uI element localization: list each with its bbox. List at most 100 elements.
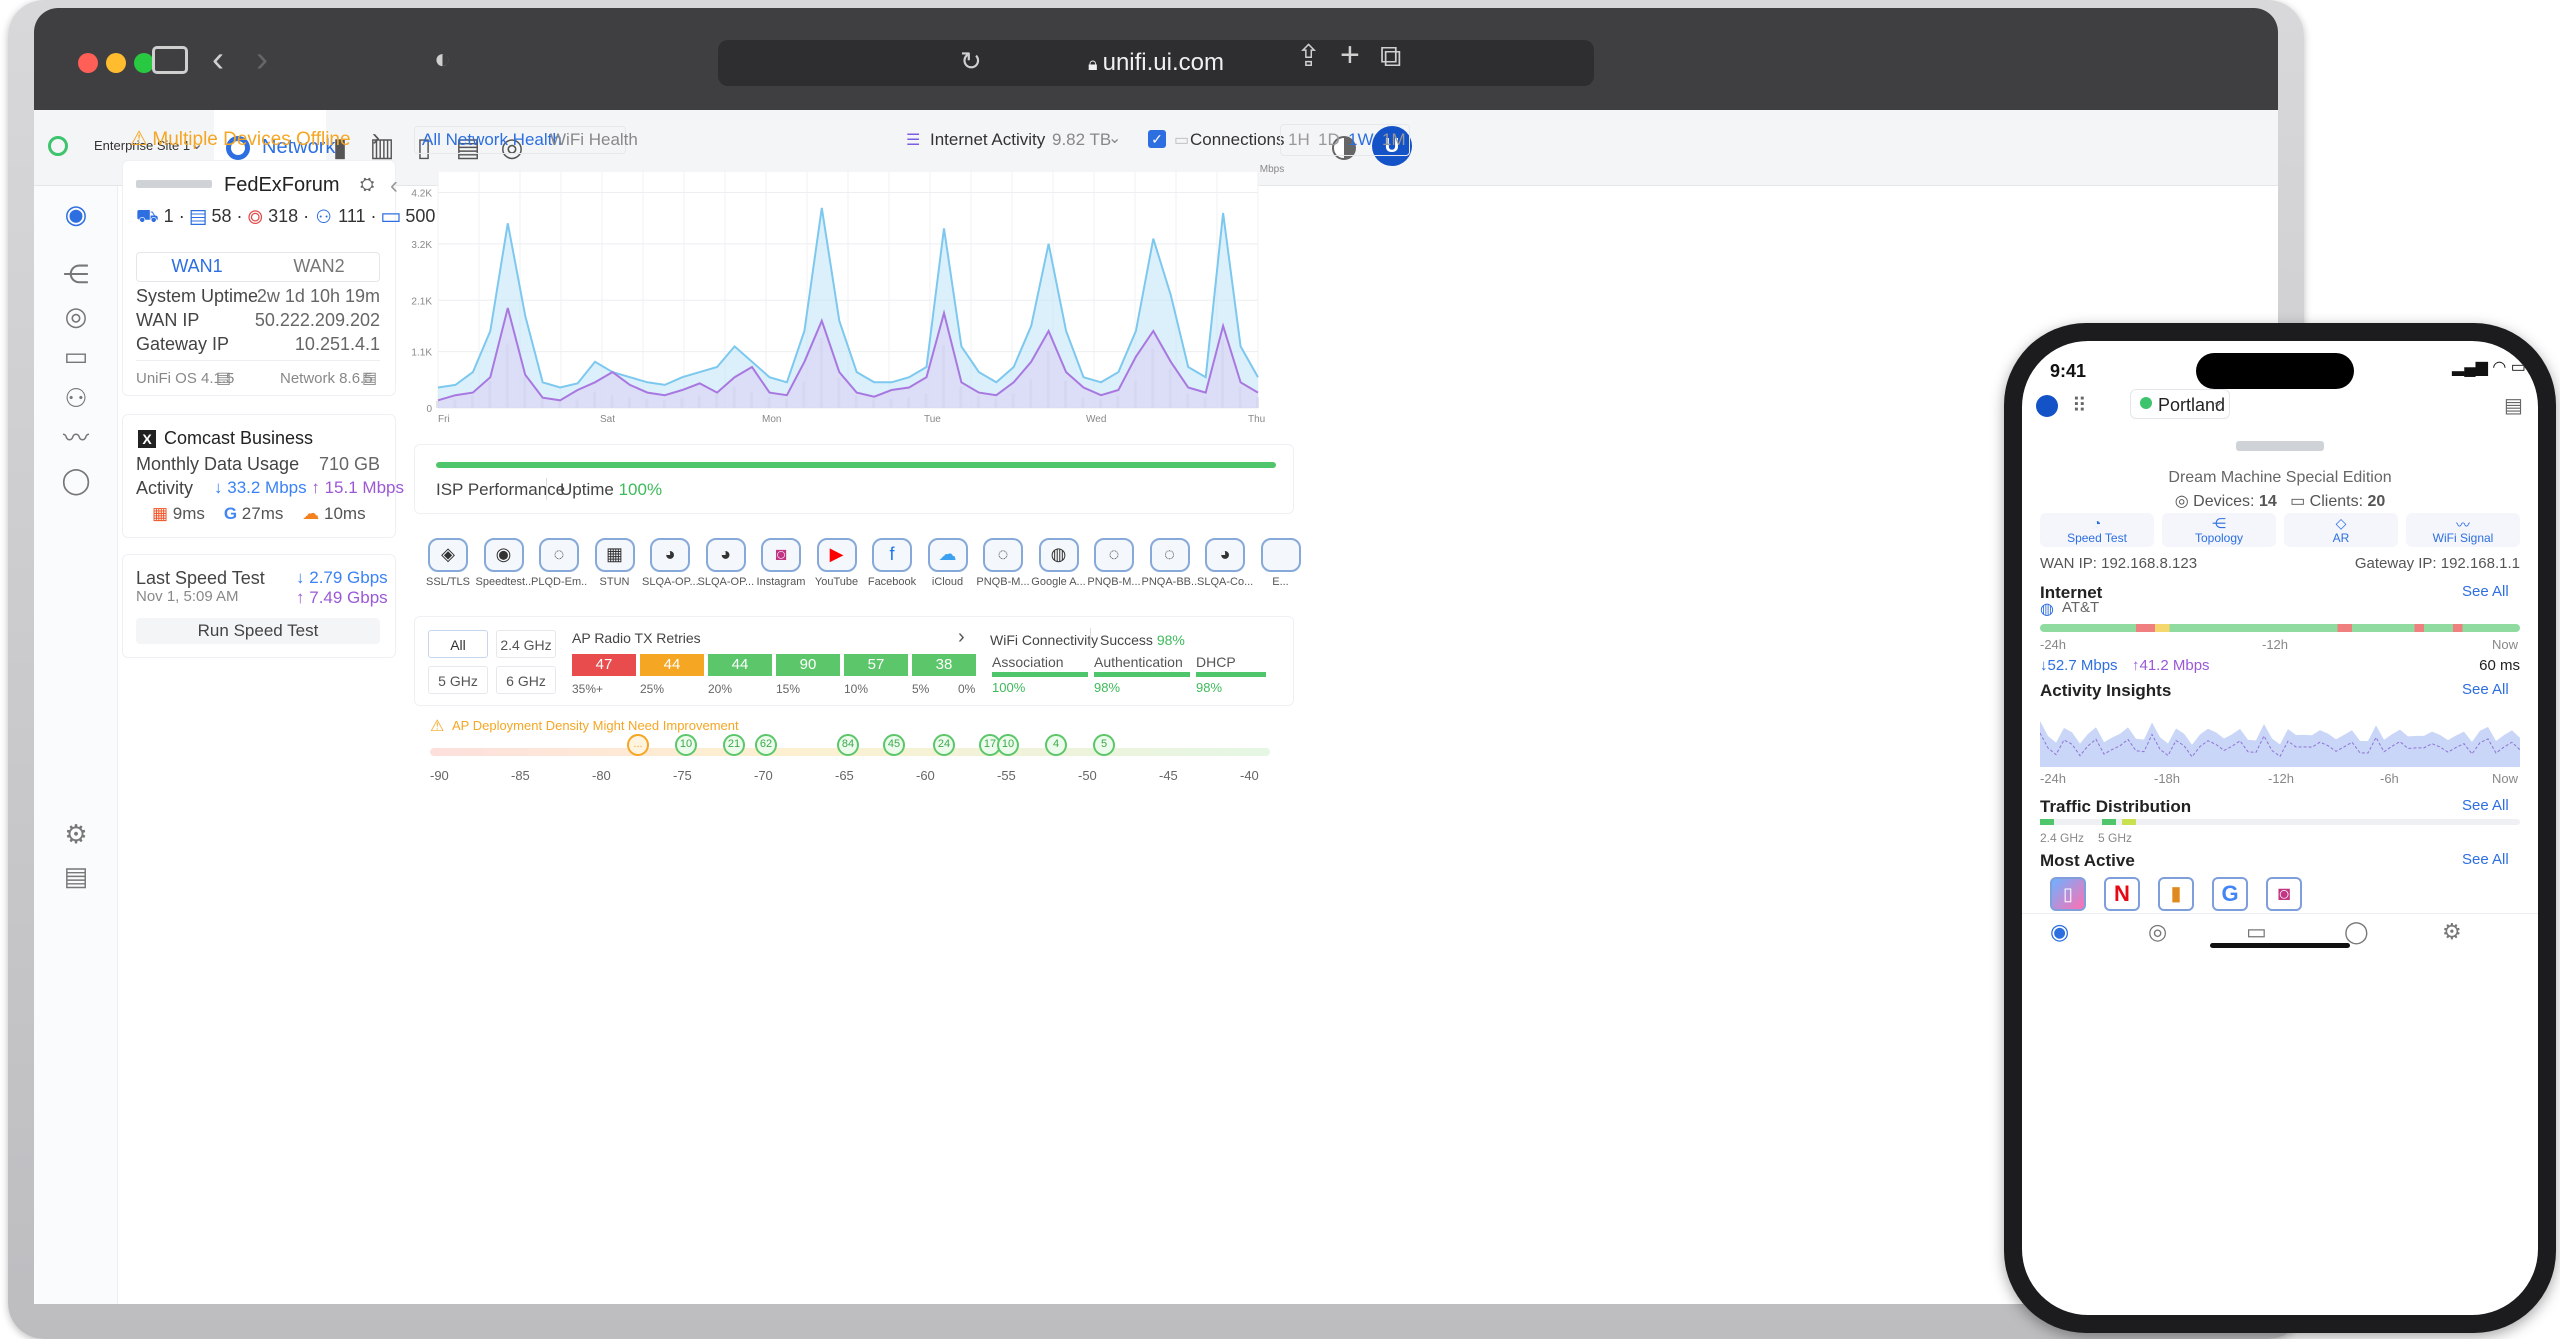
- tab-clients-icon[interactable]: ▭: [2246, 919, 2267, 944]
- density-dot[interactable]: 84: [837, 734, 859, 756]
- chevron-down-icon[interactable]: ⌄: [190, 136, 204, 153]
- internet-activity-toggle[interactable]: [892, 124, 1132, 156]
- tab-wan2[interactable]: WAN2: [293, 256, 345, 276]
- connect-icon[interactable]: ▤: [455, 132, 481, 162]
- iphone-app-icon[interactable]: ▯: [2050, 877, 2086, 911]
- density-dot[interactable]: 45: [883, 734, 905, 756]
- tab-settings-icon[interactable]: ⚙: [2442, 919, 2462, 944]
- most-active-see-all[interactable]: See All: [2462, 851, 2509, 868]
- new-tab-icon[interactable]: +: [1340, 36, 1360, 74]
- notes-icon[interactable]: ▤: [2504, 395, 2523, 417]
- icloud-app-icon[interactable]: ☁: [927, 538, 968, 572]
- maximize-window-button[interactable]: [134, 53, 154, 73]
- traffic-see-all[interactable]: See All: [2462, 797, 2509, 814]
- retry-bar[interactable]: 44: [640, 654, 704, 676]
- instagram-app-icon[interactable]: ◙: [761, 538, 801, 572]
- density-dot[interactable]: 5: [1093, 734, 1115, 756]
- band-5ghz[interactable]: 5 GHz: [428, 666, 488, 694]
- pnqa-bb-app-icon[interactable]: ◌: [1149, 538, 1190, 572]
- release-notes-icon[interactable]: ▤: [216, 370, 232, 387]
- settings-icon[interactable]: ⚙: [64, 819, 88, 849]
- address-bar[interactable]: 🔒︎ unifi.ui.com: [718, 40, 1594, 86]
- release-notes-icon[interactable]: ▤: [362, 370, 378, 387]
- run-speedtest-button[interactable]: Run Speed Test: [136, 618, 380, 644]
- logs-icon[interactable]: ▤: [63, 861, 89, 891]
- band-6ghz[interactable]: 6 GHz: [496, 666, 556, 694]
- offline-alert[interactable]: ⚠ Multiple Devices Offline: [130, 126, 430, 152]
- user-avatar[interactable]: U: [1372, 126, 1412, 166]
- wifi-signal-action[interactable]: 〰 WiFi Signal: [2406, 513, 2520, 547]
- dashboard-icon[interactable]: ◉: [64, 199, 88, 229]
- pnqb-m-app-icon[interactable]: ◌: [1094, 538, 1134, 572]
- retry-bar[interactable]: 47: [572, 654, 636, 676]
- pnqb-m-app-icon[interactable]: ◌: [983, 538, 1023, 572]
- slqa-co-app-icon[interactable]: ◕: [1205, 538, 1245, 572]
- density-dot[interactable]: 10: [675, 734, 697, 756]
- speedtest-app-icon[interactable]: ◉: [483, 538, 524, 572]
- retry-bar[interactable]: 90: [776, 654, 840, 676]
- topology-icon[interactable]: ⋲: [63, 259, 89, 289]
- retry-bar[interactable]: 38: [912, 654, 976, 676]
- netflix-icon[interactable]: N: [2104, 877, 2140, 911]
- instagram-icon[interactable]: ◙: [2266, 877, 2302, 911]
- density-dot[interactable]: 10: [997, 734, 1019, 756]
- density-dot[interactable]: 17: [979, 734, 1001, 756]
- tabs-overview-icon[interactable]: ⧉: [1380, 40, 1402, 73]
- stun-app-icon[interactable]: ▦: [594, 538, 635, 572]
- ssl-tls-app-icon[interactable]: ◈: [428, 538, 468, 572]
- e-app-icon[interactable]: [1260, 538, 1301, 572]
- chevron-down-icon[interactable]: ⌄: [1108, 130, 1122, 147]
- client-devices-icon[interactable]: ▭: [63, 341, 89, 371]
- google-analytics-app-icon[interactable]: ◍: [1038, 538, 1079, 572]
- range-1m[interactable]: 1M: [1382, 130, 1406, 149]
- collapse-panel-icon[interactable]: ‹: [390, 172, 398, 199]
- chevron-right-icon[interactable]: ›: [958, 626, 965, 648]
- unifi-devices-icon[interactable]: ◎: [64, 301, 88, 331]
- alarm-icon[interactable]: ◯: [61, 465, 91, 495]
- tab-all-network-health[interactable]: All Network Health: [422, 130, 562, 149]
- tab-wan1[interactable]: WAN1: [171, 256, 223, 276]
- apps-grid-icon[interactable]: ⠿: [2072, 395, 2087, 417]
- close-window-button[interactable]: [78, 53, 98, 73]
- remote-access-icon[interactable]: ⛭: [360, 174, 375, 194]
- topology-action[interactable]: ⋲ Topology: [2162, 513, 2276, 547]
- chevron-right-icon[interactable]: ›: [372, 124, 380, 151]
- user-avatar[interactable]: [2036, 395, 2058, 417]
- retry-bar[interactable]: 57: [844, 654, 908, 676]
- facebook-app-icon[interactable]: f: [872, 538, 912, 572]
- sidebar-toggle-icon[interactable]: [152, 46, 188, 74]
- density-dot[interactable]: 24: [933, 734, 955, 756]
- privacy-shield-icon[interactable]: ◐: [434, 43, 451, 74]
- density-dot[interactable]: 4: [1045, 734, 1067, 756]
- density-dot[interactable]: 21: [723, 734, 745, 756]
- reload-icon[interactable]: ↻: [960, 46, 982, 76]
- share-icon[interactable]: ⇪: [1296, 40, 1322, 73]
- slqa-op-app-icon[interactable]: ◕: [650, 538, 690, 572]
- ar-action[interactable]: ◇ AR: [2284, 513, 2398, 547]
- internet-activity-chart[interactable]: 0 1.1K 2.1K 3.2K 4.2K Mbps Fri Sat Mon Tue Wed Thu: [404, 158, 1404, 438]
- iphone-orange-icon[interactable]: ▮: [2158, 877, 2194, 911]
- drive-icon[interactable]: ◎: [500, 132, 524, 162]
- theme-toggle-icon[interactable]: [1332, 136, 1356, 160]
- tab-wifi-health[interactable]: WiFi Health: [550, 130, 638, 149]
- range-1w[interactable]: 1W: [1348, 130, 1374, 149]
- back-icon[interactable]: ‹: [212, 38, 224, 79]
- range-1d[interactable]: 1D: [1318, 130, 1340, 149]
- tab-dashboard-icon[interactable]: ◉: [2050, 919, 2070, 944]
- forward-icon[interactable]: ›: [256, 38, 268, 79]
- protect-icon[interactable]: ▮: [332, 132, 348, 162]
- density-dot[interactable]: ...: [627, 734, 649, 756]
- minimize-window-button[interactable]: [106, 53, 126, 73]
- insights-icon[interactable]: 〰: [62, 423, 89, 453]
- tab-devices-icon[interactable]: ◎: [2148, 919, 2168, 944]
- talk-icon[interactable]: ▯: [416, 132, 432, 162]
- apps-icon[interactable]: ⚇: [64, 383, 88, 413]
- plqd-app-icon[interactable]: ◌: [539, 538, 579, 572]
- access-icon[interactable]: ▥: [369, 132, 395, 162]
- retry-bar[interactable]: 44: [708, 654, 772, 676]
- google-icon[interactable]: G: [2212, 877, 2248, 911]
- range-1h[interactable]: 1H: [1288, 130, 1310, 149]
- speed-test-action[interactable]: ◔ Speed Test: [2040, 513, 2154, 547]
- activity-see-all[interactable]: See All: [2462, 681, 2509, 698]
- density-dot[interactable]: 62: [755, 734, 777, 756]
